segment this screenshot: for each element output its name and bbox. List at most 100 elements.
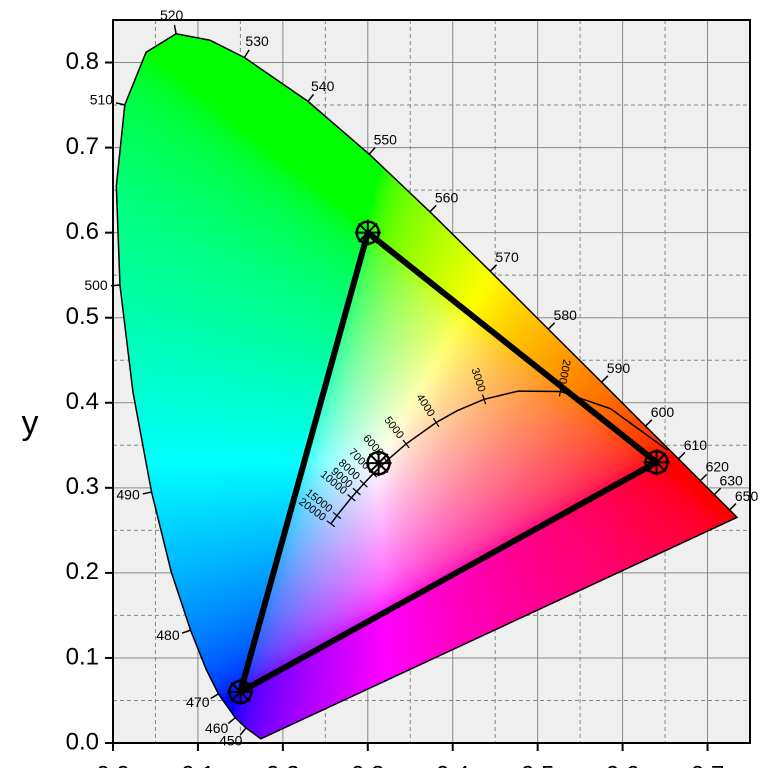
- color-cell: [259, 278, 268, 287]
- color-cell: [196, 250, 205, 259]
- color-cell: [259, 355, 268, 364]
- color-cell: [322, 313, 331, 322]
- color-cell: [364, 320, 373, 329]
- color-cell: [497, 306, 506, 315]
- color-cell: [490, 369, 499, 378]
- color-cell: [231, 376, 240, 385]
- color-cell: [182, 103, 191, 112]
- color-cell: [203, 306, 212, 315]
- color-cell: [119, 173, 128, 182]
- color-cell: [308, 201, 317, 210]
- color-cell: [168, 250, 177, 259]
- color-cell: [413, 285, 422, 294]
- color-cell: [301, 355, 310, 364]
- color-cell: [399, 355, 408, 364]
- color-cell: [287, 362, 296, 371]
- color-cell: [252, 103, 261, 112]
- color-cell: [210, 348, 219, 357]
- color-cell: [315, 299, 324, 308]
- color-cell: [238, 397, 247, 406]
- color-cell: [210, 278, 219, 287]
- color-cell: [203, 89, 212, 98]
- color-cell: [161, 313, 170, 322]
- color-cell: [182, 40, 191, 49]
- color-cell: [189, 362, 198, 371]
- color-cell: [413, 334, 422, 343]
- color-cell: [238, 201, 247, 210]
- color-cell: [161, 96, 170, 105]
- color-cell: [469, 334, 478, 343]
- color-cell: [175, 390, 184, 399]
- color-cell: [385, 334, 394, 343]
- color-cell: [560, 390, 569, 399]
- color-cell: [336, 348, 345, 357]
- color-cell: [441, 383, 450, 392]
- color-cell: [308, 313, 317, 322]
- color-cell: [231, 341, 240, 350]
- color-cell: [147, 264, 156, 273]
- color-cell: [196, 131, 205, 140]
- color-cell: [378, 201, 387, 210]
- color-cell: [483, 390, 492, 399]
- color-cell: [336, 369, 345, 378]
- color-cell: [126, 208, 135, 217]
- color-cell: [469, 376, 478, 385]
- color-cell: [371, 257, 380, 266]
- color-cell: [280, 215, 289, 224]
- color-cell: [399, 208, 408, 217]
- color-cell: [175, 264, 184, 273]
- color-cell: [175, 222, 184, 231]
- color-cell: [490, 299, 499, 308]
- color-cell: [224, 131, 233, 140]
- color-cell: [448, 236, 457, 245]
- color-cell: [301, 173, 310, 182]
- color-cell: [378, 222, 387, 231]
- color-cell: [497, 299, 506, 308]
- color-cell: [441, 320, 450, 329]
- color-cell: [217, 243, 226, 252]
- color-cell: [231, 271, 240, 280]
- color-cell: [168, 306, 177, 315]
- color-cell: [413, 278, 422, 287]
- color-cell: [315, 376, 324, 385]
- color-cell: [378, 166, 387, 175]
- color-cell: [140, 68, 149, 77]
- color-cell: [252, 278, 261, 287]
- color-cell: [252, 341, 261, 350]
- color-cell: [259, 376, 268, 385]
- color-cell: [287, 306, 296, 315]
- color-cell: [329, 236, 338, 245]
- color-cell: [343, 341, 352, 350]
- color-cell: [427, 355, 436, 364]
- color-cell: [483, 292, 492, 301]
- color-cell: [245, 257, 254, 266]
- color-cell: [126, 194, 135, 203]
- color-cell: [238, 208, 247, 217]
- color-cell: [581, 383, 590, 392]
- color-cell: [266, 264, 275, 273]
- color-cell: [168, 47, 177, 56]
- color-cell: [224, 110, 233, 119]
- color-cell: [154, 397, 163, 406]
- color-cell: [126, 138, 135, 147]
- color-cell: [511, 306, 520, 315]
- color-cell: [252, 145, 261, 154]
- color-cell: [392, 201, 401, 210]
- color-cell: [182, 299, 191, 308]
- color-cell: [175, 201, 184, 210]
- color-cell: [385, 362, 394, 371]
- color-cell: [357, 215, 366, 224]
- color-cell: [273, 271, 282, 280]
- color-cell: [147, 103, 156, 112]
- color-cell: [301, 383, 310, 392]
- color-cell: [371, 278, 380, 287]
- color-cell: [294, 264, 303, 273]
- color-cell: [189, 222, 198, 231]
- color-cell: [147, 187, 156, 196]
- color-cell: [231, 299, 240, 308]
- color-cell: [343, 320, 352, 329]
- color-cell: [441, 341, 450, 350]
- color-cell: [371, 355, 380, 364]
- color-cell: [133, 82, 142, 91]
- color-cell: [119, 180, 128, 189]
